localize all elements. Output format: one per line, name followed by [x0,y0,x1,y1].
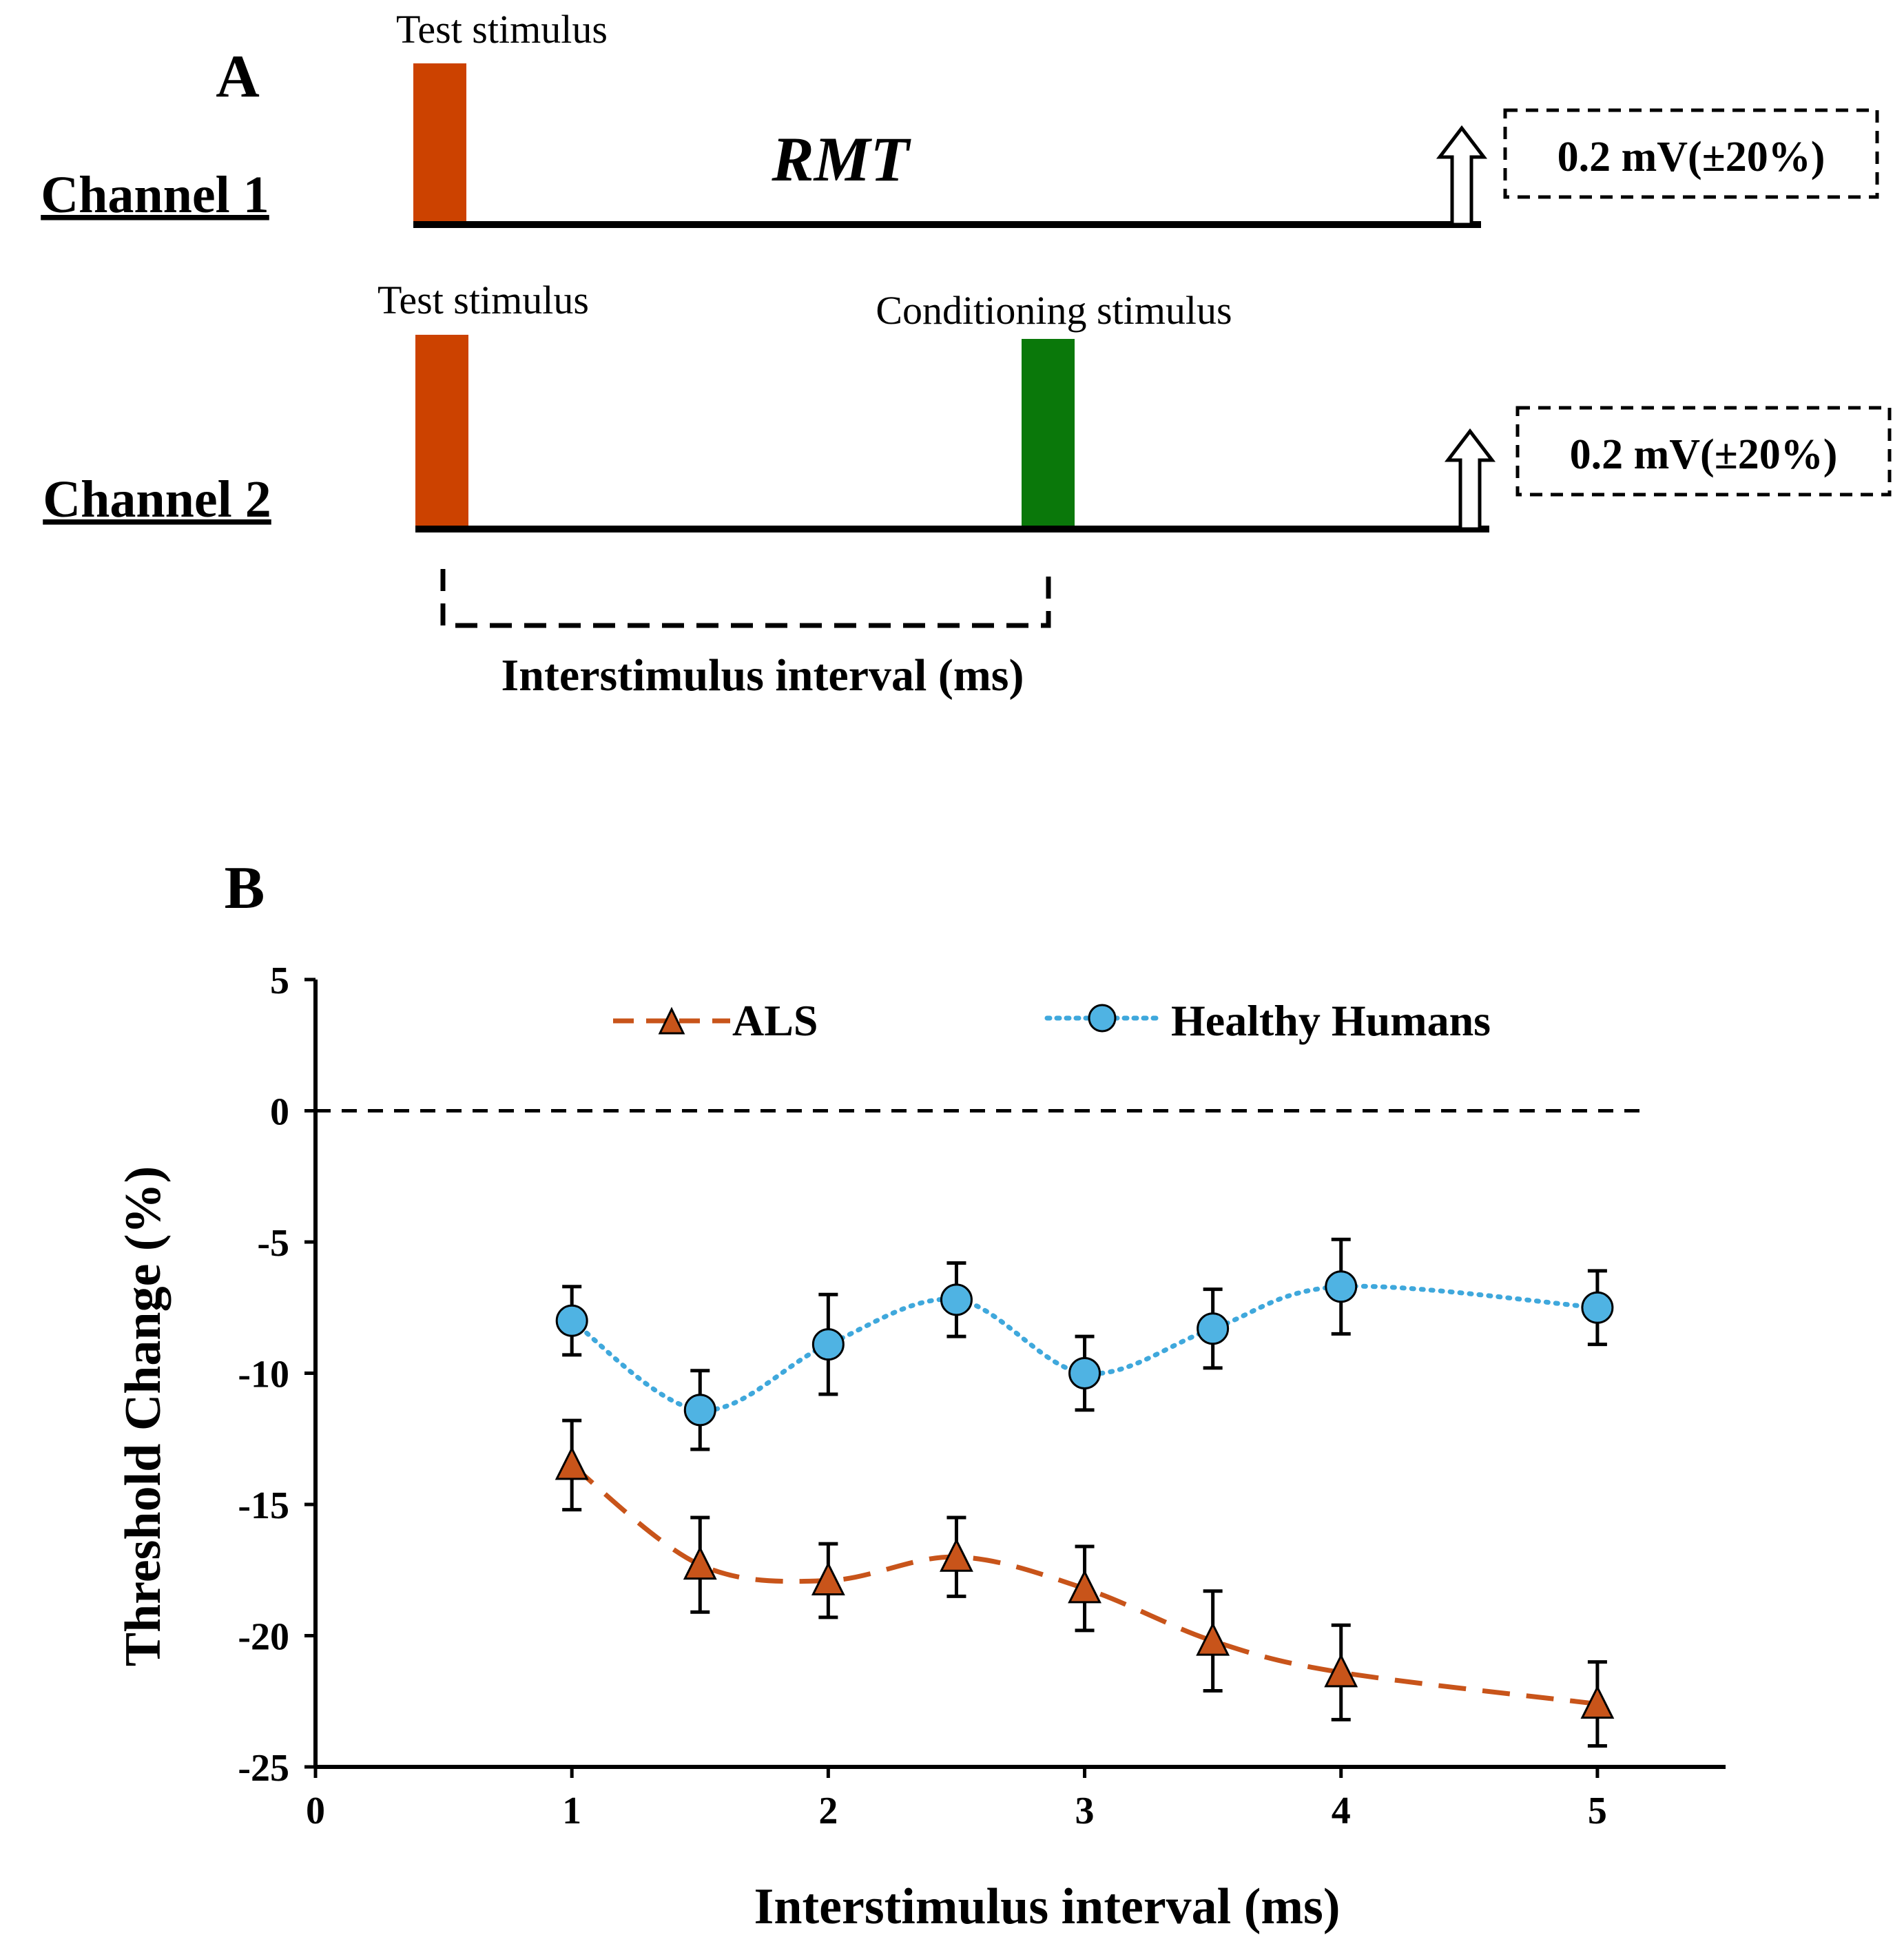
als-point [555,1446,589,1480]
channel-1-test-stimulus-bar [413,63,466,225]
als-point [940,1538,973,1572]
panel-a-letter: A [216,43,260,110]
interval-bracket [440,569,1051,628]
channel-1: Channel 1 Test stimulus RMT 0.2 mV(±20%) [41,7,1879,228]
legend-healthy-circle-icon [1088,1004,1117,1033]
als-point [811,1562,845,1595]
x-tick-label: 0 [306,1790,325,1832]
panel-b: B Threshold Change (%) Interstimulus int… [115,855,1726,1935]
healthy-point [555,1304,588,1337]
channel-1-test-stimulus-label: Test stimulus [396,7,608,52]
healthy-point [1325,1270,1358,1303]
channel-2-up-arrow-icon [1444,428,1496,531]
channel-1-target-label: 0.2 mV(±20%) [1558,134,1825,180]
als-point [683,1546,717,1580]
channel-1-label: Channel 1 [41,166,269,224]
channel-2-label: Channel 2 [43,470,271,528]
x-tick-label: 1 [562,1790,581,1832]
channel-1-target-box [1503,108,1879,199]
threshold-chart: Threshold Change (%) Interstimulus inter… [115,960,1726,1935]
healthy-point [940,1283,973,1316]
channel-1-up-arrow-icon [1436,125,1488,227]
healthy-point [811,1328,845,1361]
legend: ALS Healthy Humans [613,996,1491,1045]
series-healthy [555,1237,1614,1451]
healthy-point [1068,1357,1101,1389]
conditioning-stimulus-bar [1022,339,1075,529]
healthy-point [1581,1291,1614,1324]
channel-2-target-label: 0.2 mV(±20%) [1570,431,1838,478]
y-tick-label: -5 [257,1222,289,1265]
rmt-label: RMT [771,124,911,194]
panel-b-letter: B [225,855,265,922]
x-tick-label: 5 [1588,1790,1607,1832]
channel-2-target-box [1515,406,1892,497]
legend-healthy-label: Healthy Humans [1171,996,1491,1045]
interval-label: Interstimulus interval (ms) [501,650,1024,701]
x-tick-label: 2 [818,1790,838,1832]
y-tick-label: -25 [238,1747,289,1790]
als-point [1196,1622,1230,1656]
axes-layer: 5 0 -5 -10 -15 -20 -25 0 1 2 3 4 5 [238,960,1726,1832]
als-point [1068,1569,1101,1604]
conditioning-stimulus-label: Conditioning stimulus [876,288,1232,333]
als-point [1324,1653,1358,1688]
series-layer [555,1237,1615,1748]
y-tick-label: 0 [270,1091,289,1134]
x-tick-label: 4 [1332,1790,1351,1832]
series-healthy-line [569,1283,1600,1413]
y-axis-label: Threshold Change (%) [115,1166,172,1666]
legend-als-label: ALS [732,996,818,1045]
y-tick-label: -15 [238,1484,289,1527]
x-tick-label: 3 [1075,1790,1095,1832]
healthy-point [1197,1312,1230,1345]
channel-2: Channel 2 Test stimulus Conditioning sti… [43,278,1892,701]
legend-als-triangle-icon [658,1006,685,1035]
y-tick-label: -20 [238,1616,289,1659]
series-als [555,1418,1615,1748]
channel-2-test-stimulus-bar [415,335,468,529]
panel-a: A Channel 1 Test stimulus RMT 0.2 mV(±20… [41,7,1892,701]
healthy-point [683,1394,716,1427]
y-tick-label: -10 [238,1354,289,1396]
y-tick-label: 5 [270,960,289,1002]
x-axis-label: Interstimulus interval (ms) [754,1878,1341,1935]
als-point [1580,1685,1615,1719]
channel-2-test-stimulus-label: Test stimulus [377,278,589,322]
